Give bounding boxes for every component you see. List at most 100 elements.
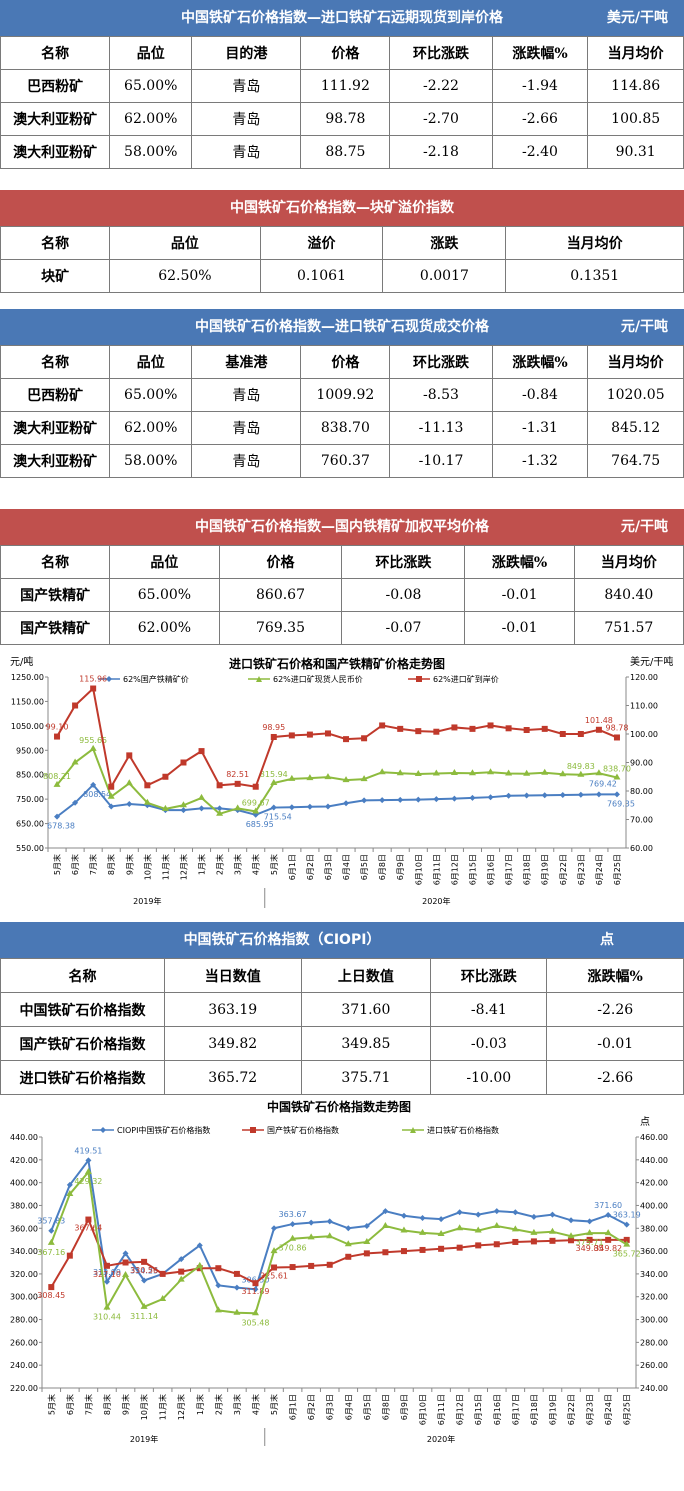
data-point bbox=[180, 807, 187, 814]
t2-header-row: 名称 品位 溢价 涨跌 当月均价 bbox=[0, 226, 684, 260]
x-tick-label: 11月末 bbox=[158, 1394, 168, 1420]
t3-cell: 1009.92 bbox=[300, 378, 391, 412]
data-point bbox=[344, 1240, 352, 1247]
data-point bbox=[140, 1302, 148, 1309]
data-point bbox=[438, 1245, 445, 1252]
data-point bbox=[505, 769, 513, 776]
table3-header: 中国铁矿石价格指数—进口铁矿石现货成交价格 元/干吨 bbox=[0, 309, 684, 345]
x-tick-label: 6月2日 bbox=[306, 854, 315, 880]
x-tick-label: 6月19日 bbox=[548, 1394, 557, 1425]
x-tick-label: 5月末 bbox=[46, 1394, 56, 1415]
t4-header-row: 名称 品位 价格 环比涨跌 涨跌幅% 当月均价 bbox=[0, 545, 684, 579]
y-tick-label: 1050.00 bbox=[11, 722, 44, 731]
x-tick-label: 2月末 bbox=[213, 1394, 223, 1415]
year-label-2020: 2020年 bbox=[422, 896, 450, 906]
x-tick-label: 6月9日 bbox=[400, 1394, 409, 1420]
t3-cell: -11.13 bbox=[389, 411, 493, 445]
data-point bbox=[216, 809, 224, 816]
data-label: 370.86 bbox=[279, 1244, 307, 1253]
data-point bbox=[233, 1270, 240, 1277]
data-point bbox=[623, 1221, 630, 1228]
table5-header: 中国铁矿石价格指数（CIOPI） 点 bbox=[0, 922, 684, 958]
chart2-container: 中国铁矿石价格指数走势图点 220.00 240.00 260.00 280.00 300… bbox=[0, 1093, 684, 1487]
series-line bbox=[50, 1217, 627, 1288]
t3-cell: -1.32 bbox=[491, 444, 589, 478]
data-point bbox=[530, 1228, 538, 1235]
data-label: 849.83 bbox=[567, 762, 595, 771]
data-point bbox=[215, 1282, 222, 1289]
data-point bbox=[605, 1236, 612, 1243]
y-tick-label: 380.00 bbox=[10, 1201, 38, 1210]
data-point bbox=[345, 1253, 352, 1260]
t1-cell: 62.00% bbox=[109, 102, 193, 136]
y2-tick-label: 70.00 bbox=[630, 816, 653, 825]
data-point bbox=[577, 731, 584, 737]
data-point bbox=[159, 1270, 166, 1277]
t3-col-header: 名称 bbox=[0, 345, 111, 379]
x-tick-label: 12月末 bbox=[176, 1394, 186, 1420]
y-tick-label: 1150.00 bbox=[11, 697, 44, 706]
data-point bbox=[343, 800, 350, 807]
data-point bbox=[71, 758, 79, 765]
legend-label: 62%进口矿到岸价 bbox=[433, 674, 499, 684]
x-tick-label: 6月16日 bbox=[493, 1394, 502, 1425]
y2-tick-label: 280.00 bbox=[640, 1338, 668, 1347]
data-point bbox=[288, 804, 295, 811]
t4-row-name: 国产铁精矿 bbox=[0, 578, 111, 612]
year-label-2019: 2019年 bbox=[130, 1434, 158, 1444]
x-tick-label: 6月3日 bbox=[324, 854, 333, 880]
x-tick-label: 6月17日 bbox=[511, 1394, 520, 1425]
table-row: 国产铁精矿 65.00% 860.67 -0.08 -0.01 840.40 bbox=[0, 578, 684, 612]
legend-marker bbox=[100, 1127, 106, 1133]
data-label: 365.72 bbox=[613, 1250, 641, 1259]
data-point bbox=[143, 798, 151, 805]
data-point bbox=[432, 769, 440, 776]
x-tick-label: 6月25日 bbox=[613, 854, 622, 885]
legend-marker bbox=[256, 676, 262, 682]
data-point bbox=[103, 1303, 111, 1310]
t1-col-header: 环比涨跌 bbox=[389, 36, 493, 70]
x-tick-label: 6月5日 bbox=[363, 1394, 372, 1420]
x-tick-label: 6月11日 bbox=[437, 1394, 446, 1425]
x-tick-label: 9月末 bbox=[121, 1394, 131, 1415]
data-point bbox=[103, 1262, 110, 1269]
table3: 名称 品位 基准港 价格 环比涨跌 涨跌幅% 当月均价 巴西粉矿 65.00% 青岛 1009.92… bbox=[0, 345, 684, 478]
t1-cell: 90.31 bbox=[587, 135, 684, 169]
data-point bbox=[251, 1309, 259, 1316]
data-label: 330.56 bbox=[130, 1266, 158, 1275]
data-point bbox=[623, 1240, 631, 1247]
data-label: 98.78 bbox=[606, 723, 629, 732]
data-point bbox=[196, 1261, 204, 1268]
t4-cell: 860.67 bbox=[218, 578, 343, 612]
data-point bbox=[419, 1246, 426, 1253]
y2-tick-label: 80.00 bbox=[630, 787, 653, 796]
series-line bbox=[50, 1157, 628, 1291]
data-point bbox=[72, 702, 79, 709]
data-point bbox=[397, 725, 404, 732]
y2-tick-label: 340.00 bbox=[640, 1270, 668, 1279]
data-point bbox=[474, 1226, 482, 1233]
x-tick-label: 8月末 bbox=[106, 854, 116, 875]
table3-panel: 中国铁矿石价格指数—进口铁矿石现货成交价格 元/干吨 名称 品位 基准港 价格 环比涨跌… bbox=[0, 309, 684, 478]
table5-title: 中国铁矿石价格指数（CIOPI） bbox=[183, 932, 381, 948]
data-label: 808.21 bbox=[43, 772, 71, 781]
data-point bbox=[214, 1306, 222, 1313]
t5-row-name: 中国铁矿石价格指数 bbox=[0, 992, 165, 1027]
table-row: 澳大利亚粉矿 58.00% 青岛 760.37 -10.17 -1.32 764.75 bbox=[0, 444, 684, 478]
legend-marker bbox=[416, 676, 422, 682]
data-point bbox=[308, 1262, 315, 1269]
x-tick-label: 6月3日 bbox=[326, 1394, 335, 1420]
t4-col-header: 品位 bbox=[109, 545, 220, 579]
data-point bbox=[559, 731, 566, 737]
data-label: 349.85 bbox=[576, 1244, 604, 1253]
data-point bbox=[198, 748, 205, 755]
series-line bbox=[56, 783, 617, 818]
t3-cell: 838.70 bbox=[300, 411, 391, 445]
data-point bbox=[623, 1236, 630, 1243]
data-label: 699.67 bbox=[242, 798, 270, 807]
t4-cell: 769.35 bbox=[218, 611, 343, 645]
t2-cell: 62.50% bbox=[109, 259, 261, 293]
data-point bbox=[126, 752, 133, 759]
data-point bbox=[85, 1157, 92, 1164]
data-label: 327.10 bbox=[93, 1270, 121, 1279]
